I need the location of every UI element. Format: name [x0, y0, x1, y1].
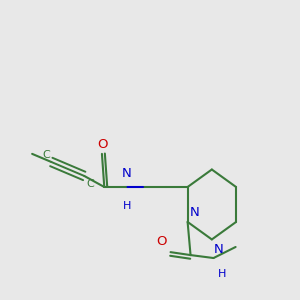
Text: H: H: [218, 269, 226, 279]
Text: C: C: [86, 179, 94, 189]
Text: O: O: [97, 138, 108, 151]
Text: H: H: [123, 201, 131, 211]
Text: N: N: [214, 243, 224, 256]
Text: N: N: [190, 206, 200, 219]
Text: C: C: [42, 150, 50, 160]
Text: O: O: [157, 236, 167, 248]
Text: N: N: [122, 167, 131, 180]
